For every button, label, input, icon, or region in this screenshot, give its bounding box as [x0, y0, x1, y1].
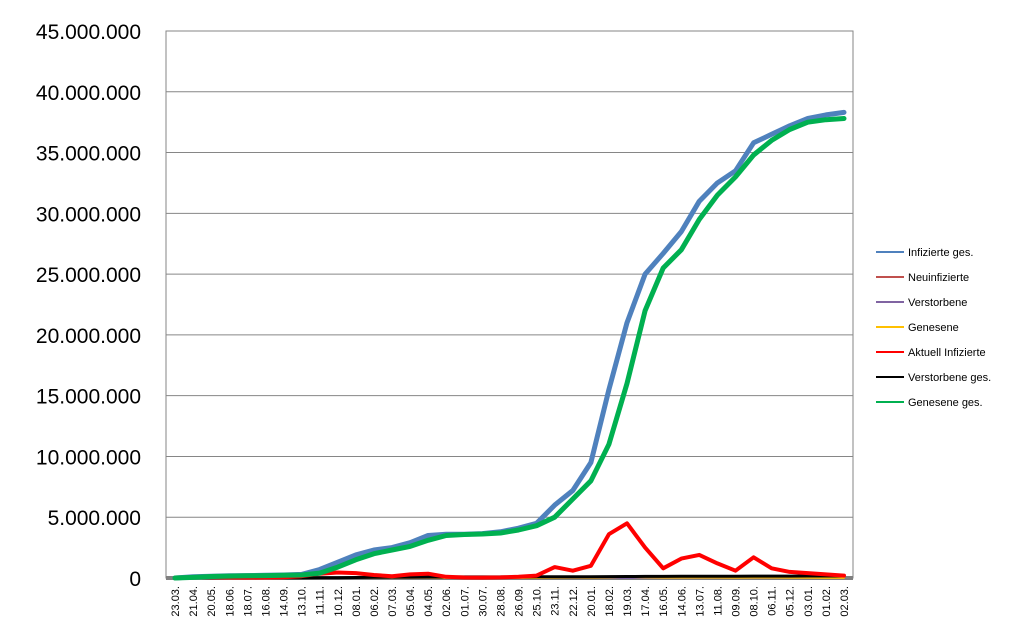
- x-tick-label: 11.08.: [712, 586, 724, 616]
- legend: Infizierte ges. Neuinfizierte Verstorbene G…: [876, 247, 991, 409]
- legend-label-verstorbene: Verstorbene: [908, 297, 967, 309]
- x-tick-label: 10.12.: [333, 586, 345, 617]
- x-tick-label: 09.09.: [730, 586, 742, 617]
- x-tick-label: 01.02.: [821, 586, 833, 617]
- x-tick-label: 18.02.: [604, 586, 616, 617]
- x-tick-label: 23.11.: [550, 586, 562, 616]
- legend-label-neuinfizierte: Neuinfizierte: [908, 272, 969, 284]
- x-tick-label: 21.04.: [188, 586, 200, 617]
- x-tick-label: 16.08.: [260, 586, 272, 617]
- x-tick-label: 14.06.: [676, 586, 688, 617]
- x-tick-label: 04.05.: [423, 586, 435, 617]
- legend-label-genesene-ges: Genesene ges.: [908, 397, 983, 409]
- series-line-genesene-ges: [172, 116, 847, 581]
- x-tick-label: 17.04.: [640, 586, 652, 617]
- x-tick-label: 13.07.: [694, 586, 706, 617]
- y-tick-label: 5.000.000: [48, 507, 141, 530]
- series-layer: [172, 109, 847, 581]
- y-tick-label: 30.000.000: [36, 203, 141, 226]
- x-tick-label: 08.10.: [749, 586, 761, 617]
- x-tick-label: 06.11.: [767, 586, 779, 616]
- x-tick-label: 30.07.: [477, 586, 489, 617]
- x-tick-label: 22.12.: [568, 586, 580, 617]
- legend-label-genesene: Genesene: [908, 322, 959, 334]
- y-tick-label: 15.000.000: [36, 386, 141, 409]
- x-tick-label: 01.07.: [459, 586, 471, 617]
- x-tick-label: 28.08.: [495, 586, 507, 617]
- x-tick-label: 02.03.: [839, 586, 851, 617]
- legend-label-verstorbene-ges: Verstorbene ges.: [908, 372, 991, 384]
- x-tick-label: 13.10.: [297, 586, 309, 617]
- x-tick-label: 05.04.: [405, 586, 417, 617]
- y-tick-label: 10.000.000: [36, 446, 141, 469]
- x-tick-label: 19.03.: [622, 586, 634, 617]
- legend-label-aktuell-infizierte: Aktuell Infizierte: [908, 347, 986, 359]
- x-tick-label: 11.11.: [315, 586, 327, 615]
- x-tick-label: 26.09.: [514, 586, 526, 617]
- y-tick-label: 25.000.000: [36, 264, 141, 287]
- y-tick-label: 20.000.000: [36, 325, 141, 348]
- x-tick-label: 14.09.: [279, 586, 291, 617]
- x-tick-label: 23.03.: [170, 586, 182, 617]
- x-tick-label: 20.01.: [586, 586, 598, 617]
- y-tick-label: 0: [129, 568, 141, 591]
- legend-label-infizierte-ges: Infizierte ges.: [908, 247, 973, 259]
- x-tick-label: 07.03.: [387, 586, 399, 617]
- x-tick-label: 18.06.: [224, 586, 236, 617]
- x-tick-label: 18.07.: [242, 586, 254, 617]
- x-tick-label: 08.01.: [351, 586, 363, 617]
- y-tick-label: 35.000.000: [36, 143, 141, 166]
- x-tick-label: 02.06.: [441, 586, 453, 617]
- x-tick-label: 05.12.: [785, 586, 797, 617]
- x-tick-label: 16.05.: [658, 586, 670, 617]
- x-tick-label: 03.01.: [803, 586, 815, 617]
- y-tick-label: 45.000.000: [36, 21, 141, 44]
- y-axis: 0 5.000.000 10.000.000 15.000.000 20.000.000…: [36, 21, 141, 591]
- y-tick-label: 40.000.000: [36, 82, 141, 105]
- x-tick-label: 20.05.: [206, 586, 218, 617]
- x-tick-label: 06.02.: [369, 586, 381, 617]
- x-tick-label: 25.10.: [532, 586, 544, 617]
